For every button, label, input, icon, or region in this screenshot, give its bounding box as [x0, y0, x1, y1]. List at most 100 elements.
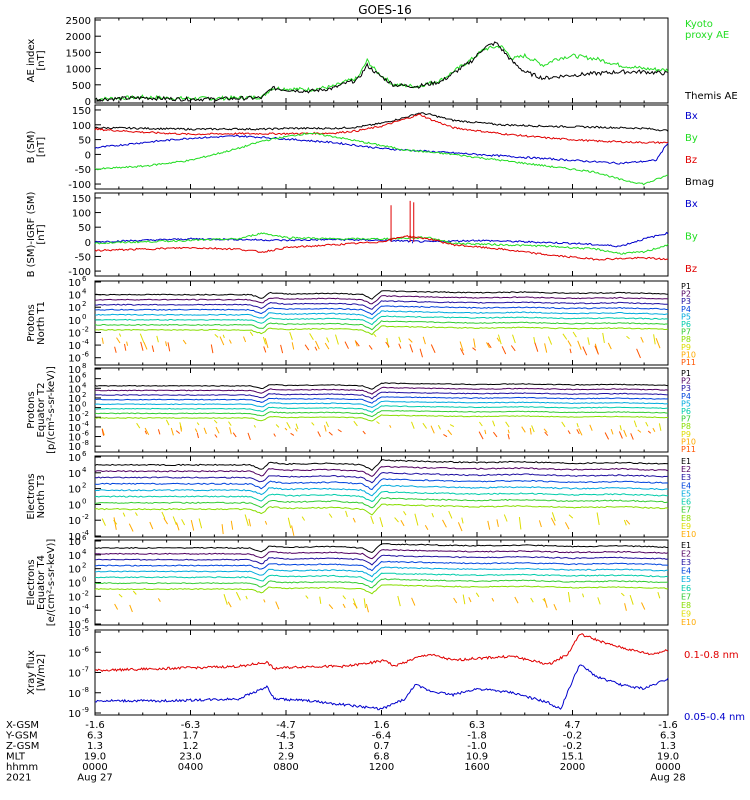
channel-p10 [101, 336, 661, 354]
channel-e2 [94, 465, 669, 477]
y-tick-label: 10 [68, 532, 81, 543]
y-tick-label: 1000 [66, 65, 91, 76]
y-tick-label: 10 [68, 291, 81, 302]
x-tick-label: 6.3 [469, 720, 485, 731]
y-tick-label: 10 [68, 579, 81, 590]
channel-e4 [94, 478, 669, 491]
x-tick-label: -1.8 [467, 731, 487, 742]
y-tick-exponent: -4 [82, 420, 90, 428]
channel-p3 [94, 300, 668, 310]
channel-p11 [114, 341, 641, 359]
y-tick-label: -100 [68, 180, 91, 191]
x-row-label: X-GSM [6, 720, 39, 731]
legend-label: P7 [681, 415, 691, 424]
y-tick-exponent: 2 [82, 562, 86, 570]
channel-p4 [94, 396, 669, 404]
x-tick-label: 1.7 [183, 731, 199, 742]
y-tick-label: -100 [68, 267, 91, 278]
y-tick-exponent: -2 [82, 589, 89, 597]
x-tick-label: 0400 [178, 762, 203, 773]
y-axis-label: AE index [26, 39, 37, 83]
panel-ae: AE index [nT] 2500 2000 1500 1000 500 0 Kyotopro… [26, 16, 738, 108]
legend-label: By [685, 232, 698, 243]
y-axis-label: Protons [26, 391, 37, 428]
y-tick-exponent: 4 [82, 466, 87, 474]
legend-label: P11 [681, 358, 696, 367]
channel-p7 [94, 320, 669, 331]
y-tick-exponent: -2 [82, 325, 89, 333]
y-axis-label: Equator T4 [36, 555, 47, 610]
legend-label: P11 [681, 445, 696, 454]
channel-p9 [136, 419, 662, 433]
y-tick-label: 0 [85, 97, 91, 108]
x-tick-label: 1.3 [660, 741, 676, 752]
legend-label: P9 [681, 430, 691, 439]
legend-label: P3 [681, 297, 691, 306]
channel-p5 [94, 400, 669, 408]
x-tick-label: 15.1 [561, 752, 583, 763]
y-axis-label: B (SM)-IGRF (SM) [26, 192, 37, 278]
y-tick-label: 10 [68, 341, 81, 352]
legend-label: P9 [681, 343, 691, 352]
y-tick-exponent: -6 [82, 430, 90, 438]
y-tick-label: 10 [68, 469, 81, 480]
y-tick-exponent: -2 [82, 410, 89, 418]
channel-p3 [94, 391, 669, 400]
y-tick-label: 10 [68, 592, 81, 603]
y-tick-label: 1500 [66, 48, 91, 59]
y-tick-label: -50 [75, 252, 91, 263]
y-tick-label: 10 [68, 537, 81, 548]
legend-label: proxy AE [685, 30, 729, 41]
channel-e5 [95, 566, 669, 578]
x-tick-label: 0000 [655, 762, 680, 773]
legend-label: Bx [685, 199, 698, 210]
series-by [94, 132, 669, 186]
y-tick-exponent: -8 [82, 439, 89, 447]
y-axis-label: North T1 [36, 301, 47, 345]
channel-p2 [95, 386, 669, 395]
channel-e8 [94, 503, 669, 516]
y-tick-label: 10 [68, 394, 81, 405]
series-bz [94, 113, 669, 145]
y-tick-label: 10 [68, 384, 81, 395]
channel-e4 [94, 560, 669, 572]
panel-xray: Xray flux [W/m2]10-510-610-710-810 -90.1-0… [26, 625, 745, 723]
y-tick-label: 10 [68, 442, 81, 453]
y-tick-exponent: 0 [82, 401, 86, 409]
legend-label: E2 [681, 550, 691, 559]
y-tick-label: 10 [68, 620, 81, 631]
y-tick-label: 10 [68, 423, 81, 434]
channel-p1 [94, 290, 669, 300]
x-tick-label: -4.7 [276, 720, 296, 731]
y-tick-exponent: -6 [82, 645, 90, 653]
channel-p7 [94, 410, 669, 418]
y-tick-label: 10 [68, 354, 81, 365]
y-tick-label: 0 [85, 238, 91, 249]
y-tick-label: 10 [68, 453, 81, 464]
channel-e10 [114, 596, 646, 613]
series-bmag [94, 112, 669, 132]
y-tick-label: 100 [72, 121, 91, 132]
x-tick-label: 23.0 [179, 752, 201, 763]
y-tick-label: 10 [68, 628, 81, 639]
y-tick-exponent: 2 [82, 482, 86, 490]
channel-e8 [94, 584, 669, 595]
y-tick-exponent: 6 [82, 450, 87, 458]
x-tick-label: 2000 [560, 762, 585, 773]
series-xray [94, 633, 669, 672]
y-tick-exponent: -2 [82, 513, 89, 521]
y-axis-label: Electrons [26, 559, 37, 605]
channel-e6 [94, 572, 669, 583]
y-tick-exponent: -9 [82, 706, 89, 714]
legend-label: E7 [681, 592, 691, 601]
legend-label: Bx [685, 111, 698, 122]
x-row-label: Y-GSM [5, 731, 38, 742]
series-bz [94, 234, 669, 261]
channel-e9 [118, 590, 661, 609]
legend-label: Bz [685, 155, 697, 166]
y-tick-exponent: 2 [82, 391, 86, 399]
x-tick-label: -0.2 [563, 731, 583, 742]
legend-label: E2 [681, 465, 691, 474]
legend-label: E5 [681, 489, 691, 498]
